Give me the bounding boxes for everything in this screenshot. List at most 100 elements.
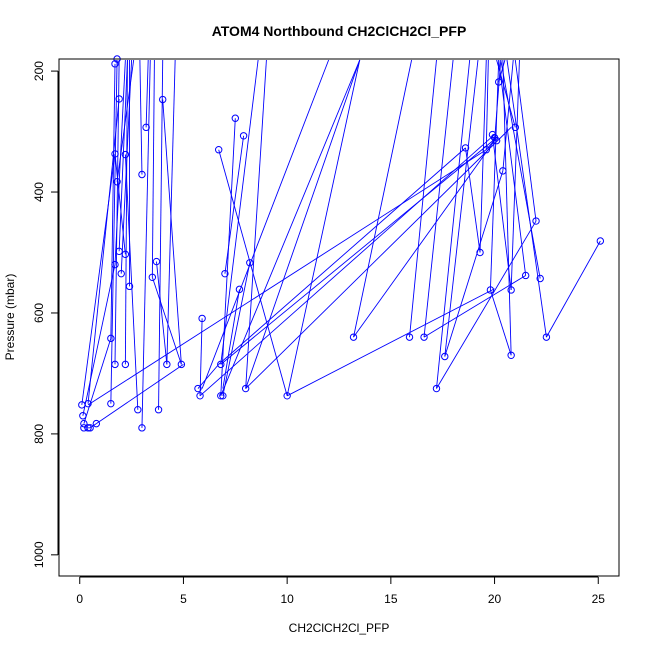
series-segment-47	[409, 59, 437, 338]
series-points	[78, 55, 605, 432]
data-point-68	[596, 237, 605, 245]
x-tick-label: 5	[180, 592, 187, 606]
series-segment-49	[436, 59, 471, 389]
series-segment-26	[166, 59, 176, 365]
data-point-37	[217, 360, 225, 369]
data-point-40	[221, 269, 229, 278]
series-segment-73	[218, 147, 466, 365]
series-segment-69	[436, 220, 537, 389]
data-point-9	[107, 334, 115, 343]
data-point-18	[113, 178, 121, 186]
data-point-52	[461, 144, 470, 152]
series-segment-22	[151, 59, 155, 278]
series-segment-10	[114, 59, 120, 365]
series-segment-42	[286, 288, 495, 397]
data-point-20	[111, 60, 119, 68]
series-segment-18	[124, 154, 139, 410]
data-point-60	[499, 167, 507, 175]
series-segment-17	[116, 59, 135, 182]
data-point-24	[142, 123, 150, 132]
series-segment-21	[141, 59, 151, 428]
data-point-44	[241, 384, 250, 393]
data-point-15	[125, 282, 134, 291]
series-segment-5	[82, 264, 116, 416]
data-point-11	[111, 260, 119, 269]
series-segment-41	[201, 59, 330, 389]
x-axis: 0 5 10 15 20 25	[76, 576, 606, 606]
data-point-23	[138, 170, 146, 179]
x-tick-label: 10	[280, 592, 294, 606]
data-point-47	[349, 333, 358, 341]
series-segment-61	[502, 59, 512, 356]
data-point-59	[495, 78, 503, 86]
data-point-16	[121, 360, 130, 369]
series-segment-27	[151, 277, 182, 365]
series-segment-59	[502, 59, 514, 171]
data-point-12	[115, 247, 123, 255]
series-segment-20	[145, 59, 149, 128]
data-point-54	[482, 146, 490, 154]
series-segment-43	[220, 137, 497, 365]
data-point-29	[154, 406, 163, 414]
series-segment-70	[492, 134, 512, 291]
x-tick-label: 0	[76, 592, 83, 606]
x-axis-label: CH2ClCH2Cl_PFP	[289, 621, 390, 635]
series-segment-8	[110, 59, 118, 404]
data-point-5	[86, 424, 94, 432]
series-segment-7	[87, 98, 120, 404]
data-point-27	[148, 273, 157, 281]
series-segment-12	[118, 59, 128, 252]
chart-title: ATOM4 Northbound CH2ClCH2Cl_PFP	[212, 23, 467, 39]
series-segment-44	[199, 134, 495, 397]
data-point-43	[239, 132, 248, 140]
y-tick-label: 400	[32, 182, 46, 202]
series-segment-65	[500, 59, 541, 279]
data-point-28	[152, 257, 161, 266]
series-segment-35	[222, 289, 240, 389]
series-segment-52	[479, 59, 487, 253]
series-segment-39	[245, 59, 361, 389]
data-point-36	[215, 146, 223, 154]
data-point-50	[432, 384, 441, 393]
y-axis-label: Pressure (mbar)	[3, 274, 17, 361]
data-point-58	[492, 136, 501, 145]
data-point-2	[79, 412, 87, 420]
data-point-17	[111, 150, 119, 158]
series-segment-60	[510, 59, 520, 291]
data-point-65	[532, 217, 540, 225]
y-tick-label: 1000	[32, 541, 46, 568]
x-tick-label: 25	[592, 592, 606, 606]
data-point-48	[405, 333, 414, 341]
series-segment-37	[286, 59, 361, 396]
data-point-51	[441, 352, 449, 361]
data-point-55	[486, 286, 495, 294]
data-point-45	[246, 259, 254, 267]
data-point-13	[117, 269, 125, 278]
series-segment-34	[224, 135, 245, 274]
data-point-25	[134, 406, 142, 414]
data-point-61	[507, 286, 515, 294]
y-axis: 200 400 600 800 1000	[32, 61, 59, 568]
series-segment-55	[489, 59, 500, 291]
series-segment-11	[114, 59, 126, 265]
series-segment-57	[494, 59, 502, 141]
series-segment-68	[423, 275, 526, 338]
data-point-67	[542, 333, 551, 341]
series-segment-9	[110, 63, 116, 339]
data-point-62	[507, 351, 515, 359]
series-segment-19	[139, 59, 143, 175]
series-segment-3	[96, 363, 184, 424]
series-segment-54	[465, 147, 481, 253]
series-segment-14	[114, 153, 126, 255]
series-segment-4	[83, 338, 112, 424]
plot-frame	[58, 58, 620, 577]
series-segment-56	[489, 289, 512, 356]
series-segment-33	[222, 262, 251, 396]
series-segment-28	[199, 318, 203, 396]
data-point-64	[521, 271, 530, 280]
data-point-34	[194, 384, 202, 393]
data-point-30	[159, 95, 167, 104]
data-point-66	[536, 274, 544, 283]
series-segment-23	[156, 261, 168, 365]
